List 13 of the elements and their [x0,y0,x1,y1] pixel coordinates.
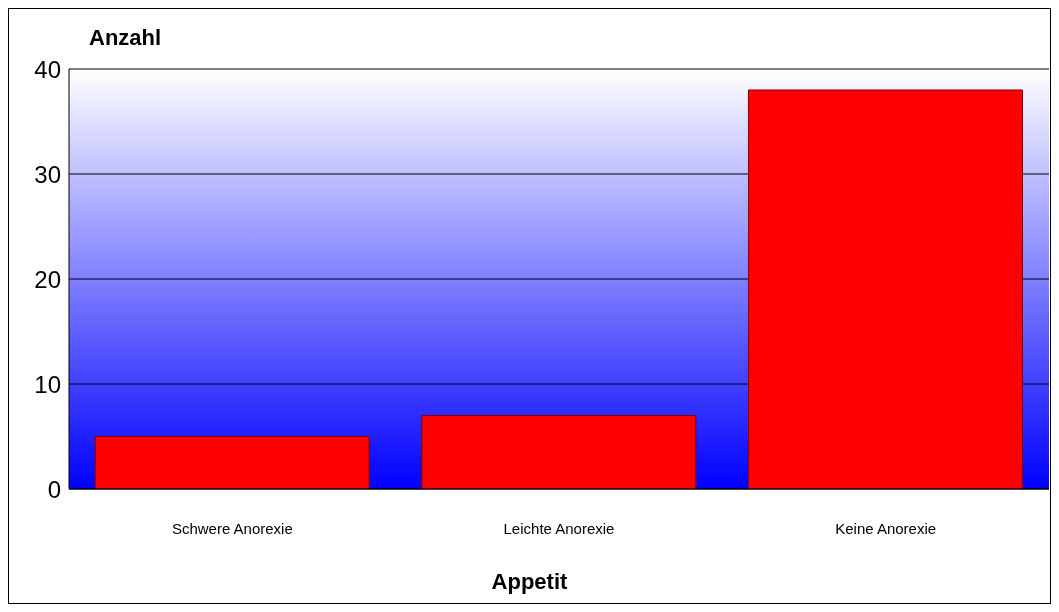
y-tick-label: 40 [34,55,61,83]
y-tick-label: 20 [34,265,61,293]
bar [421,415,697,489]
x-axis-title: Appetit [490,569,569,595]
x-tick-label: Leichte Anorexie [503,519,615,537]
x-tick-label: Keine Anorexie [835,519,937,537]
bar [94,436,370,489]
y-tick-label: 30 [34,160,61,188]
bar [747,89,1023,489]
y-axis-title: Anzahl [89,25,162,51]
y-tick-label: 0 [47,475,61,503]
x-tick-label: Schwere Anorexie [171,519,293,537]
y-tick-label: 10 [34,370,61,398]
